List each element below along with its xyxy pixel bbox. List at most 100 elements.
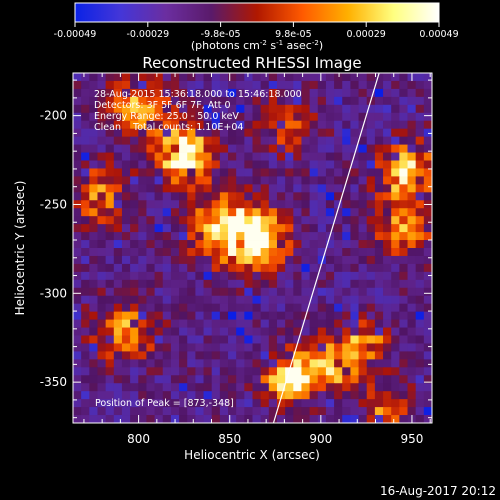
heatmap-cell — [407, 391, 417, 400]
heatmap-cell — [130, 335, 139, 344]
heatmap-cell — [89, 359, 98, 368]
heatmap-cell — [211, 287, 221, 297]
heatmap-cell — [105, 80, 115, 90]
heatmap-cell — [105, 152, 115, 161]
heatmap-cell — [162, 319, 172, 328]
heatmap-cell — [342, 200, 351, 209]
heatmap-cell — [162, 216, 172, 225]
heatmap-cell — [350, 335, 359, 344]
heatmap-cell — [415, 216, 425, 225]
heatmap-cell — [268, 383, 278, 392]
heatmap-cell — [366, 263, 376, 273]
heatmap-cell — [203, 407, 213, 416]
heatmap-cell — [268, 351, 278, 360]
heatmap-cell — [350, 112, 359, 122]
heatmap-cell — [154, 152, 164, 161]
heatmap-cell — [383, 255, 392, 265]
heatmap-cell — [399, 80, 408, 90]
heatmap-cell — [219, 208, 229, 217]
heatmap-cell — [244, 192, 253, 201]
heatmap-cell — [383, 152, 392, 161]
heatmap-cell — [391, 168, 400, 177]
heatmap-cell — [252, 375, 262, 384]
heatmap-cell — [374, 383, 384, 392]
heatmap-cell — [97, 192, 107, 201]
heatmap-cell — [154, 144, 164, 153]
heatmap-cell — [203, 120, 213, 130]
heatmap-cell — [301, 359, 311, 368]
heatmap-cell — [285, 295, 294, 305]
heatmap-cell — [162, 415, 172, 423]
heatmap-cell — [260, 383, 270, 392]
heatmap-cell — [203, 255, 213, 265]
heatmap-cell — [317, 120, 327, 130]
heatmap-cell — [244, 383, 253, 392]
heatmap-cell — [423, 375, 432, 384]
heatmap-cell — [325, 240, 335, 249]
heatmap-cell — [268, 144, 278, 153]
heatmap-cell — [268, 216, 278, 225]
heatmap-cell — [105, 383, 115, 392]
heatmap-cell — [121, 391, 131, 400]
heatmap-cell — [309, 311, 319, 320]
heatmap-cell — [276, 359, 286, 368]
heatmap-cell — [423, 96, 432, 106]
heatmap-cell — [276, 184, 286, 193]
heatmap-cell — [276, 200, 286, 209]
heatmap-cell — [97, 399, 107, 408]
heatmap-cell — [309, 263, 319, 273]
heatmap-cell — [73, 144, 82, 153]
heatmap-cell — [89, 319, 98, 328]
heatmap-cell — [138, 303, 147, 313]
heatmap-cell — [236, 112, 245, 122]
heatmap-cell — [334, 351, 343, 360]
heatmap-cell — [236, 303, 245, 313]
heatmap-cell — [170, 112, 180, 122]
heatmap-cell — [260, 359, 270, 368]
heatmap-cell — [219, 152, 229, 161]
heatmap-cell — [415, 96, 425, 106]
heatmap-cell — [342, 415, 351, 423]
heatmap-cell — [383, 311, 392, 320]
heatmap-cell — [219, 88, 229, 98]
heatmap-cell — [244, 216, 253, 225]
heatmap-cell — [309, 144, 319, 153]
heatmap-cell — [187, 311, 196, 320]
heatmap-cell — [358, 351, 368, 360]
heatmap-cell — [179, 367, 188, 376]
heatmap-cell — [195, 224, 204, 233]
heatmap-cell — [358, 168, 368, 177]
heatmap-cell — [154, 176, 164, 185]
heatmap-cell — [293, 295, 302, 305]
x-tick-label: 800 — [127, 432, 150, 446]
heatmap-cell — [276, 383, 286, 392]
heatmap-cell — [301, 80, 311, 90]
heatmap-cell — [285, 391, 294, 400]
heatmap-cell — [350, 279, 359, 289]
heatmap-cell — [252, 96, 262, 106]
heatmap-cell — [121, 73, 131, 82]
heatmap-cell — [130, 263, 139, 273]
heatmap-cell — [268, 399, 278, 408]
heatmap-cell — [399, 176, 408, 185]
heatmap-cell — [325, 128, 335, 138]
heatmap-cell — [73, 184, 82, 193]
heatmap-cell — [105, 224, 115, 233]
heatmap-cell — [138, 375, 147, 384]
heatmap-cell — [187, 200, 196, 209]
heatmap-cell — [73, 232, 82, 241]
heatmap-cell — [268, 112, 278, 122]
heatmap-cell — [170, 343, 180, 352]
heatmap-cell — [268, 160, 278, 169]
heatmap-cell — [121, 319, 131, 328]
heatmap-cell — [383, 224, 392, 233]
heatmap-cell — [113, 120, 123, 130]
heatmap-cell — [195, 168, 204, 177]
heatmap-cell — [325, 73, 335, 82]
heatmap-cell — [391, 160, 400, 169]
heatmap-cell — [81, 104, 90, 114]
heatmap-cell — [342, 120, 351, 130]
heatmap-cell — [374, 96, 384, 106]
heatmap-cell — [219, 351, 229, 360]
heatmap-cell — [211, 248, 221, 257]
